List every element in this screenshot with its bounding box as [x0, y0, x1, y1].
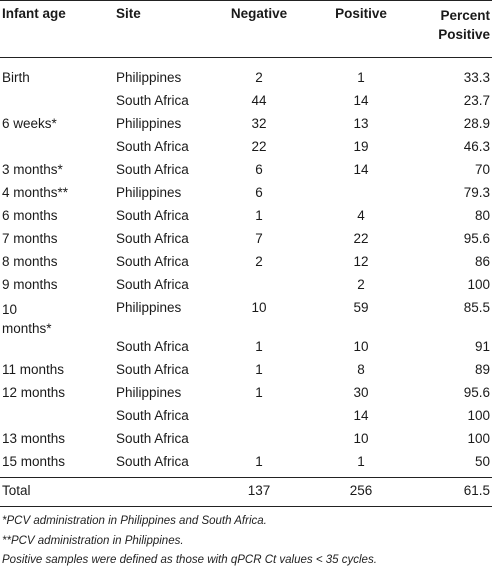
cell-infant-age: 7 months — [2, 231, 58, 246]
cell-negative: 1 — [255, 454, 263, 469]
cell-negative: 44 — [251, 93, 267, 108]
cell-site: South Africa — [116, 208, 189, 223]
cell-percent-positive: 95.6 — [463, 385, 490, 400]
cell-site: South Africa — [116, 162, 189, 177]
cell-negative: 2 — [255, 254, 263, 269]
cell-negative: 32 — [251, 116, 267, 131]
cell-positive: 2 — [357, 277, 365, 292]
cell-site: South Africa — [116, 408, 189, 423]
cell-positive: 13 — [353, 116, 369, 131]
cell-infant-age: 12 months — [2, 385, 66, 400]
cell-positive: 10 — [353, 431, 369, 446]
cell-site: South Africa — [116, 93, 189, 108]
header-negative: Negative — [230, 6, 288, 21]
total-positive: 256 — [349, 483, 373, 498]
header-rule — [0, 57, 492, 58]
header-percent-positive: Percent Positive — [438, 6, 490, 44]
cell-site: Philippines — [116, 70, 182, 85]
cell-percent-positive: 23.7 — [463, 93, 490, 108]
cell-infant-age: 6 months — [2, 208, 58, 223]
header-percent-line2: Positive — [438, 27, 490, 42]
cell-positive: 8 — [357, 362, 365, 377]
cell-infant-age-line2: months* — [2, 321, 52, 336]
cell-percent-positive: 79.3 — [463, 185, 490, 200]
cell-positive: 12 — [353, 254, 369, 269]
cell-infant-age: 13 months — [2, 431, 66, 446]
cell-infant-age: 3 months* — [2, 162, 63, 177]
cell-site: South Africa — [116, 431, 189, 446]
cell-site: Philippines — [116, 185, 182, 200]
footnote-pcv-philippines: **PCV administration in Philippines. — [2, 535, 184, 547]
cell-site: Philippines — [116, 300, 182, 315]
cell-percent-positive: 85.5 — [463, 300, 490, 315]
header-percent-line1: Percent — [440, 8, 490, 23]
cell-negative: 1 — [255, 339, 263, 354]
total-percent-positive: 61.5 — [463, 483, 490, 498]
cell-negative: 2 — [255, 70, 263, 85]
cell-percent-positive: 100 — [467, 408, 490, 423]
cell-percent-positive: 46.3 — [463, 139, 490, 154]
cell-percent-positive: 100 — [467, 431, 490, 446]
cell-negative: 6 — [255, 162, 263, 177]
cell-infant-age-line1: 10 — [2, 302, 18, 317]
total-rule — [0, 477, 492, 478]
cell-percent-positive: 89 — [474, 362, 490, 377]
cell-percent-positive: 91 — [474, 339, 490, 354]
total-label: Total — [2, 483, 31, 498]
cell-positive: 1 — [357, 454, 365, 469]
cell-negative: 1 — [255, 385, 263, 400]
cell-positive: 14 — [353, 93, 369, 108]
cell-negative: 6 — [255, 185, 263, 200]
footnote-positive-definition: Positive samples were defined as those w… — [2, 554, 377, 566]
cell-percent-positive: 80 — [474, 208, 490, 223]
table-bottom-rule — [0, 506, 492, 507]
cell-positive: 1 — [357, 70, 365, 85]
cell-positive: 30 — [353, 385, 369, 400]
cell-infant-age: 15 months — [2, 454, 66, 469]
header-infant-age: Infant age — [2, 6, 66, 21]
cell-percent-positive: 100 — [467, 277, 490, 292]
cell-percent-positive: 50 — [474, 454, 490, 469]
cell-positive: 19 — [353, 139, 369, 154]
cell-percent-positive: 95.6 — [463, 231, 490, 246]
total-negative: 137 — [247, 483, 271, 498]
cell-positive: 22 — [353, 231, 369, 246]
cell-infant-age: 11 months — [2, 362, 65, 377]
cell-site: South Africa — [116, 277, 189, 292]
cell-site: South Africa — [116, 231, 189, 246]
cell-infant-age: 4 months** — [2, 185, 69, 200]
cell-infant-age: 6 weeks* — [2, 116, 57, 131]
cell-percent-positive: 70 — [474, 162, 490, 177]
cell-negative: 1 — [255, 362, 263, 377]
cell-infant-age: Birth — [2, 70, 30, 85]
cell-site: South Africa — [116, 339, 189, 354]
cell-percent-positive: 28.9 — [463, 116, 490, 131]
header-site: Site — [116, 6, 141, 21]
cell-positive: 10 — [353, 339, 369, 354]
cell-site: Philippines — [116, 116, 182, 131]
footnote-pcv-both: *PCV administration in Philippines and S… — [2, 515, 267, 527]
cell-positive: 14 — [353, 408, 369, 423]
cell-negative: 22 — [251, 139, 267, 154]
cell-site: South Africa — [116, 362, 189, 377]
cell-negative: 1 — [255, 208, 263, 223]
cell-site: South Africa — [116, 139, 189, 154]
cell-negative: 7 — [255, 231, 263, 246]
cell-site: South Africa — [116, 454, 189, 469]
cell-percent-positive: 33.3 — [463, 70, 490, 85]
header-positive: Positive — [335, 6, 387, 21]
cell-positive: 4 — [357, 208, 365, 223]
cell-negative: 10 — [251, 300, 267, 315]
cell-infant-age: 8 months — [2, 254, 58, 269]
cell-site: South Africa — [116, 254, 189, 269]
table-top-rule — [0, 0, 492, 1]
cell-infant-age: 9 months — [2, 277, 58, 292]
cell-percent-positive: 86 — [474, 254, 490, 269]
cell-site: Philippines — [116, 385, 182, 400]
cell-positive: 59 — [353, 300, 369, 315]
cell-positive: 14 — [353, 162, 369, 177]
cell-infant-age: 10 months* — [2, 300, 52, 338]
